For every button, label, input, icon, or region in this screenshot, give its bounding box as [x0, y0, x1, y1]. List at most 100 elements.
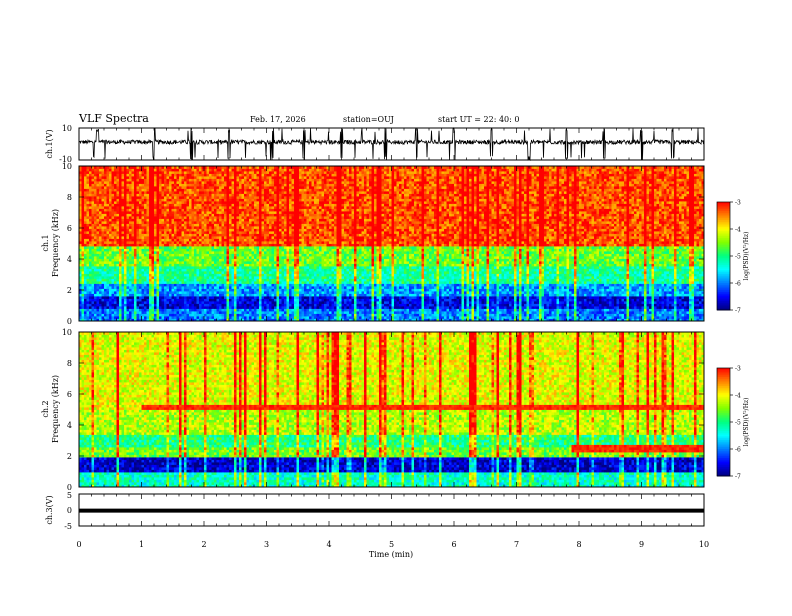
spectrogram-cell	[472, 284, 475, 287]
spectrogram-cell	[407, 281, 410, 284]
spectrogram-cell	[662, 304, 665, 307]
spectrogram-cell	[102, 276, 105, 279]
spectrogram-cell	[484, 291, 487, 294]
spectrogram-cell	[492, 279, 495, 282]
spectrogram-cell	[507, 304, 510, 307]
spectrogram-cell	[119, 304, 122, 307]
spectrogram-cell	[384, 274, 387, 277]
spectrogram-cell	[362, 274, 365, 277]
spectrogram-cell	[419, 279, 422, 282]
spectrogram-cell	[592, 301, 595, 304]
spectrogram-cell	[399, 286, 402, 289]
spectrogram-cell	[272, 291, 275, 294]
spectrogram-cell	[97, 314, 100, 317]
spectrogram-cell	[577, 296, 580, 299]
spectrogram-cell	[297, 286, 300, 289]
spectrogram-cell	[624, 274, 627, 277]
spectrogram-cell	[434, 311, 437, 314]
spectrogram-cell	[307, 294, 310, 297]
spectrogram-cell	[309, 291, 312, 294]
spectrogram-cell	[504, 304, 507, 307]
spectrogram-cell	[257, 271, 260, 274]
spectrogram-cell	[99, 314, 102, 317]
spectrogram-cell	[407, 316, 410, 319]
spectrogram-cell	[409, 276, 412, 279]
spectrogram-cell	[484, 314, 487, 317]
spectrogram-cell	[687, 294, 690, 297]
spectrogram-cell	[429, 309, 432, 312]
spectrogram-cell	[524, 309, 527, 312]
spectrogram-cell	[302, 301, 305, 304]
spectrogram-cell	[237, 286, 240, 289]
spectrogram-cell	[209, 289, 212, 292]
spectrogram-cell	[187, 299, 190, 302]
spectrogram-cell	[472, 291, 475, 294]
spectrogram-cell	[172, 309, 175, 312]
spectrogram-cell	[247, 306, 250, 309]
spectrogram-cell	[552, 276, 555, 279]
spectrogram-cell	[192, 271, 195, 274]
spectrogram-cell	[449, 309, 452, 312]
spectrogram-cell	[654, 291, 657, 294]
spectrogram-cell	[107, 289, 110, 292]
spectrogram-cell	[269, 279, 272, 282]
spectrogram-cell	[532, 289, 535, 292]
spectrogram-cell	[592, 274, 595, 277]
spectrogram-cell	[627, 306, 630, 309]
spectrogram-cell	[447, 289, 450, 292]
spectrogram-cell	[117, 281, 120, 284]
spectrogram-cell	[294, 309, 297, 312]
spectrogram-cell	[202, 314, 205, 317]
spectrogram-cell	[92, 296, 95, 299]
spectrogram-cell	[102, 284, 105, 287]
spectrogram-cell	[312, 271, 315, 274]
spectrogram-cell	[514, 274, 517, 277]
spectrogram-cell	[267, 274, 270, 277]
spectrogram-cell	[352, 286, 355, 289]
spectrogram-cell	[89, 289, 92, 292]
spectrogram-cell	[457, 284, 460, 287]
spectrogram-cell	[112, 304, 115, 307]
spectrogram-cell	[342, 294, 345, 297]
spectrogram-cell	[187, 304, 190, 307]
spectrogram-cell	[402, 311, 405, 314]
spectrogram-cell	[387, 316, 390, 319]
spectrogram-cell	[272, 309, 275, 312]
spectrogram-cell	[487, 291, 490, 294]
spectrogram-cell	[607, 301, 610, 304]
spectrogram-cell	[332, 276, 335, 279]
spectrogram-cell	[264, 299, 267, 302]
spectrogram-cell	[82, 304, 85, 307]
spectrogram-cell	[434, 291, 437, 294]
spectrogram-cell	[522, 294, 525, 297]
spectrogram-cell	[417, 291, 420, 294]
spectrogram-cell	[694, 301, 697, 304]
spectrogram-cell	[189, 309, 192, 312]
spectrogram-cell	[177, 306, 180, 309]
spectrogram-cell	[417, 314, 420, 317]
spectrogram-cell	[147, 284, 150, 287]
spectrogram-cell	[642, 306, 645, 309]
spectrogram-cell	[617, 309, 620, 312]
spectrogram-cell	[492, 294, 495, 297]
spectrogram-cell	[99, 286, 102, 289]
spectrogram-cell	[212, 299, 215, 302]
spectrogram-cell	[539, 306, 542, 309]
spectrogram-cell	[344, 296, 347, 299]
spectrogram-cell	[252, 314, 255, 317]
spectrogram-cell	[122, 271, 125, 274]
spectrogram-cell	[444, 281, 447, 284]
spectrogram-cell	[157, 271, 160, 274]
spectrogram-cell	[282, 299, 285, 302]
spectrogram-cell	[659, 276, 662, 279]
spectrogram-cell	[134, 276, 137, 279]
spectrogram-cell	[559, 299, 562, 302]
spectrogram-cell	[244, 291, 247, 294]
spectrogram-cell	[604, 296, 607, 299]
spectrogram-cell	[437, 284, 440, 287]
spectrogram-cell	[339, 281, 342, 284]
spectrogram-cell	[482, 286, 485, 289]
spectrogram-cell	[407, 284, 410, 287]
spectrogram-cell	[609, 304, 612, 307]
spectrogram-cell	[137, 274, 140, 277]
